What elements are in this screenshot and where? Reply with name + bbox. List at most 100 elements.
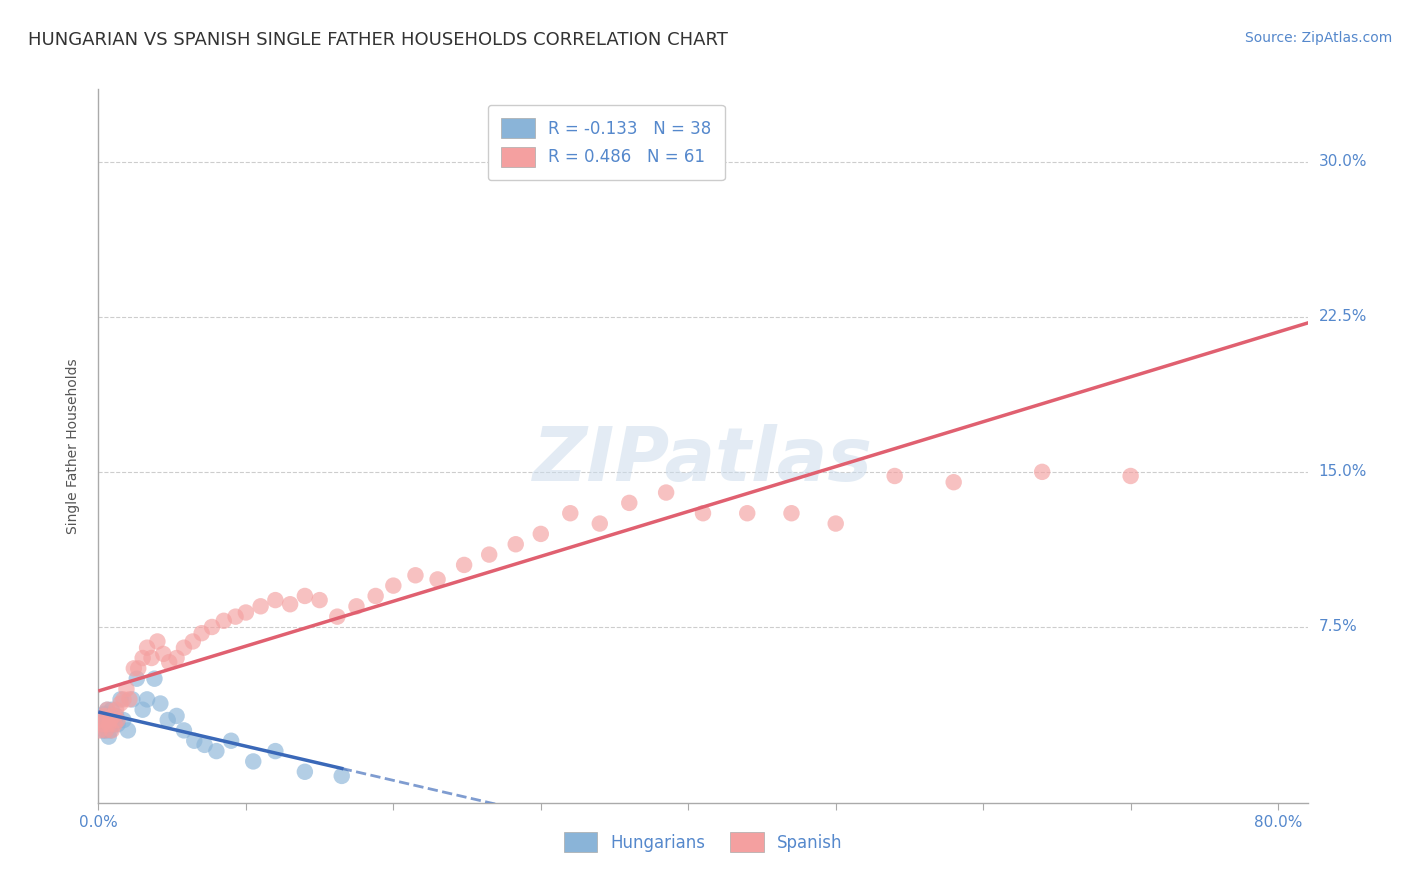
Point bbox=[105, 703, 128, 717]
Text: ZIPatlas: ZIPatlas bbox=[533, 424, 873, 497]
Point bbox=[883, 469, 905, 483]
Point bbox=[453, 558, 475, 572]
Point bbox=[107, 717, 129, 731]
Point bbox=[100, 723, 122, 738]
Point bbox=[89, 723, 111, 738]
Point bbox=[194, 738, 217, 752]
Point bbox=[326, 609, 349, 624]
Point bbox=[97, 717, 120, 731]
Point bbox=[89, 713, 111, 727]
Point bbox=[125, 672, 148, 686]
Point bbox=[205, 744, 228, 758]
Point bbox=[96, 703, 118, 717]
Point bbox=[655, 485, 678, 500]
Point bbox=[96, 703, 118, 717]
Point bbox=[98, 723, 121, 738]
Point bbox=[589, 516, 612, 531]
Point bbox=[278, 597, 301, 611]
Point bbox=[97, 713, 120, 727]
Point bbox=[101, 709, 124, 723]
Point bbox=[121, 692, 143, 706]
Point bbox=[105, 709, 128, 723]
Point bbox=[157, 655, 180, 669]
Point bbox=[330, 769, 353, 783]
Point bbox=[294, 764, 316, 779]
Point bbox=[181, 634, 204, 648]
Point bbox=[110, 697, 132, 711]
Point bbox=[90, 713, 112, 727]
Point bbox=[212, 614, 235, 628]
Point bbox=[294, 589, 316, 603]
Point bbox=[505, 537, 527, 551]
Point bbox=[94, 723, 117, 738]
Point bbox=[118, 692, 141, 706]
Text: Source: ZipAtlas.com: Source: ZipAtlas.com bbox=[1244, 31, 1392, 45]
Point bbox=[101, 717, 124, 731]
Point bbox=[90, 717, 112, 731]
Point bbox=[131, 651, 153, 665]
Point bbox=[136, 640, 159, 655]
Point bbox=[346, 599, 368, 614]
Point bbox=[93, 709, 115, 723]
Text: HUNGARIAN VS SPANISH SINGLE FATHER HOUSEHOLDS CORRELATION CHART: HUNGARIAN VS SPANISH SINGLE FATHER HOUSE… bbox=[28, 31, 728, 49]
Point bbox=[478, 548, 501, 562]
Point bbox=[426, 573, 449, 587]
Point bbox=[173, 723, 195, 738]
Point bbox=[98, 713, 121, 727]
Point bbox=[104, 713, 127, 727]
Point bbox=[404, 568, 426, 582]
Point bbox=[141, 651, 163, 665]
Point bbox=[692, 506, 714, 520]
Point bbox=[112, 713, 135, 727]
Point bbox=[530, 527, 553, 541]
Point bbox=[93, 719, 115, 733]
Point bbox=[93, 706, 115, 721]
Point bbox=[136, 692, 159, 706]
Point bbox=[1119, 469, 1142, 483]
Point bbox=[560, 506, 582, 520]
Point bbox=[127, 661, 149, 675]
Text: 7.5%: 7.5% bbox=[1319, 619, 1357, 634]
Point bbox=[143, 672, 166, 686]
Point bbox=[249, 599, 271, 614]
Point bbox=[131, 703, 153, 717]
Point bbox=[219, 733, 242, 747]
Point bbox=[152, 647, 174, 661]
Point bbox=[146, 634, 169, 648]
Point bbox=[112, 692, 135, 706]
Point bbox=[183, 733, 205, 747]
Point bbox=[96, 717, 118, 731]
Point bbox=[242, 755, 264, 769]
Point bbox=[225, 609, 247, 624]
Text: 22.5%: 22.5% bbox=[1319, 310, 1367, 324]
Point bbox=[735, 506, 758, 520]
Point bbox=[173, 640, 195, 655]
Point bbox=[824, 516, 846, 531]
Legend: Hungarians, Spanish: Hungarians, Spanish bbox=[550, 819, 856, 866]
Point bbox=[104, 717, 127, 731]
Point bbox=[110, 692, 132, 706]
Point bbox=[156, 713, 179, 727]
Point bbox=[1031, 465, 1053, 479]
Point bbox=[91, 709, 114, 723]
Point bbox=[91, 723, 114, 738]
Point bbox=[201, 620, 224, 634]
Point bbox=[107, 713, 129, 727]
Point bbox=[100, 703, 122, 717]
Point bbox=[122, 661, 145, 675]
Point bbox=[166, 709, 188, 723]
Point bbox=[166, 651, 188, 665]
Text: 30.0%: 30.0% bbox=[1319, 154, 1367, 169]
Point bbox=[619, 496, 641, 510]
Point bbox=[94, 713, 117, 727]
Point bbox=[94, 723, 117, 738]
Point bbox=[91, 717, 114, 731]
Point bbox=[149, 697, 172, 711]
Point bbox=[115, 681, 138, 696]
Y-axis label: Single Father Households: Single Father Households bbox=[66, 359, 80, 533]
Text: 15.0%: 15.0% bbox=[1319, 465, 1367, 479]
Point bbox=[117, 723, 139, 738]
Point bbox=[190, 626, 212, 640]
Point bbox=[780, 506, 803, 520]
Point bbox=[235, 606, 257, 620]
